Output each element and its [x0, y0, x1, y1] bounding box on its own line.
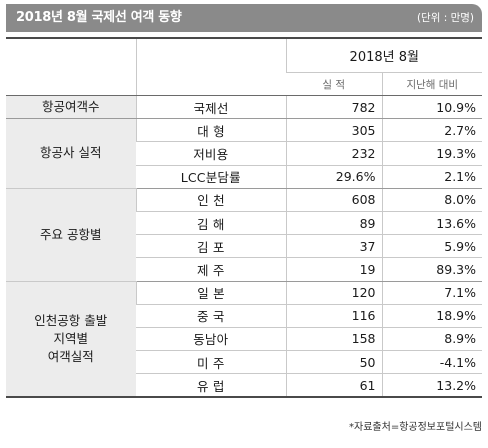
yoy-value: 19.3%: [381, 141, 483, 166]
row-label: 김 해: [136, 211, 286, 236]
table-row: 유 럽 61 13.2%: [6, 373, 483, 399]
actual-value: 89: [285, 211, 382, 236]
row-label: LCC분담률: [136, 165, 286, 189]
yoy-value: 7.1%: [381, 281, 483, 305]
actual-value: 608: [285, 188, 382, 212]
row-label: 인 천: [135, 188, 286, 212]
actual-value: 158: [285, 327, 382, 352]
table-row: 중 국 116 18.9%: [6, 304, 483, 328]
header-row-period: 2018년 8월: [6, 37, 483, 96]
actual-value: 19: [285, 257, 382, 282]
row-label: 국제선: [135, 95, 286, 120]
table-row: 인천공항 출발 지역별 여객실적 일 본 120 7.1%: [6, 281, 483, 399]
table-row: 동남아 158 8.9%: [6, 327, 483, 352]
actual-value: 29.6%: [285, 165, 382, 189]
yoy-value: 8.9%: [381, 327, 483, 352]
col-yoy-header: 지난해 대비: [381, 72, 483, 96]
row-label: 일 본: [135, 281, 286, 305]
category-cell: 항공사 실적: [6, 118, 136, 189]
unit-label: (단위 : 만명): [416, 12, 474, 24]
table-body: 항공여객수 국제선 782 10.9% 항공사 실적 대 형 305 2.7% …: [6, 95, 483, 399]
header-blank-category: [6, 37, 136, 96]
row-label: 제 주: [136, 257, 286, 282]
yoy-value: 89.3%: [381, 257, 483, 282]
yoy-value: 2.1%: [381, 165, 483, 189]
actual-value: 232: [285, 141, 382, 166]
actual-value: 120: [285, 281, 382, 305]
row-label: 동남아: [136, 327, 286, 352]
period-header: 2018년 8월: [285, 37, 483, 73]
row-label: 미 주: [136, 350, 286, 375]
actual-value: 61: [285, 373, 382, 399]
yoy-value: 18.9%: [381, 304, 483, 328]
actual-value: 782: [285, 95, 382, 120]
header-row-columns: 실 적 지난해 대비: [6, 72, 483, 96]
table-title: 2018년 8월 국제선 여객 동향: [16, 10, 182, 25]
yoy-value: 13.2%: [381, 373, 483, 399]
yoy-value: 2.7%: [381, 118, 483, 143]
table-row: LCC분담률 29.6% 2.1%: [6, 165, 483, 189]
table-row: 미 주 50 -4.1%: [6, 350, 483, 375]
table-row: 김 해 89 13.6%: [6, 211, 483, 236]
header-blank-label: [135, 37, 286, 96]
source-note: *자료출처=항공정보포털시스템: [349, 422, 482, 433]
actual-value: 37: [285, 234, 382, 259]
table-row: 김 포 37 5.9%: [6, 234, 483, 259]
stats-table: 2018년 8월 실 적 지난해 대비 항공여객수 국제선 782 10.9% …: [6, 37, 483, 399]
actual-value: 116: [285, 304, 382, 328]
row-label: 대 형: [135, 118, 286, 143]
actual-value: 50: [285, 350, 382, 375]
row-label: 김 포: [136, 234, 286, 259]
category-cell: 항공여객수: [6, 95, 136, 120]
row-label: 중 국: [136, 304, 286, 328]
table-row: 항공사 실적 대 형 305 2.7%: [6, 118, 483, 189]
actual-value: 305: [285, 118, 382, 143]
yoy-value: 13.6%: [381, 211, 483, 236]
col-actual-header: 실 적: [286, 72, 382, 96]
yoy-value: -4.1%: [381, 350, 483, 375]
yoy-value: 5.9%: [381, 234, 483, 259]
category-cell: 주요 공항별: [6, 188, 136, 282]
yoy-value: 10.9%: [381, 95, 483, 120]
yoy-value: 8.0%: [381, 188, 483, 212]
table-row: 항공여객수 국제선 782 10.9%: [6, 95, 483, 120]
title-bar: 2018년 8월 국제선 여객 동향 (단위 : 만명): [6, 4, 482, 32]
row-label: 저비용: [136, 141, 286, 166]
row-label: 유 럽: [136, 373, 286, 399]
table-row: 저비용 232 19.3%: [6, 141, 483, 166]
table-row: 주요 공항별 인 천 608 8.0%: [6, 188, 483, 282]
category-cell: 인천공항 출발 지역별 여객실적: [6, 281, 136, 399]
table-row: 제 주 19 89.3%: [6, 257, 483, 282]
